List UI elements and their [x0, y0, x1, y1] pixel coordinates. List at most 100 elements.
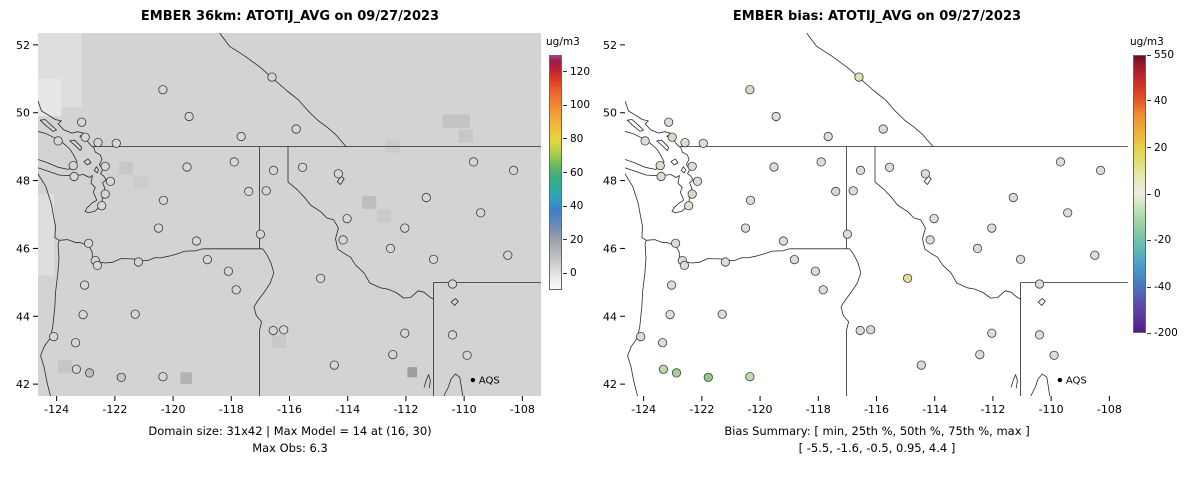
station-marker	[720, 257, 731, 267]
y-tick-label: 44	[16, 310, 30, 323]
station-marker	[920, 169, 931, 179]
station-marker	[297, 162, 308, 172]
station-marker	[1015, 254, 1026, 264]
colorbar-tick: 60	[563, 167, 583, 179]
y-tick-label: 52	[603, 39, 617, 52]
colorbar-tick-mark	[563, 239, 567, 241]
colorbar-tick-label: 550	[1154, 49, 1175, 61]
bias-map-panel: AQS	[625, 33, 1128, 396]
station-marker	[244, 186, 254, 196]
station-marker	[745, 372, 755, 382]
station-marker	[778, 236, 789, 246]
model-colorbar-gradient	[549, 55, 562, 290]
x-tick-label: -120	[161, 403, 186, 416]
station-marker	[636, 331, 646, 342]
station-marker	[698, 138, 708, 148]
x-tick-label: -118	[806, 403, 831, 416]
station-marker	[658, 364, 669, 374]
station-marker	[80, 132, 90, 142]
colorbar-tick-label: 0	[1154, 188, 1161, 200]
station-marker	[342, 214, 352, 224]
colorbar-tick: -20	[1147, 234, 1171, 246]
colorbar-tick-mark	[563, 205, 567, 207]
aqs-legend-label: AQS	[1066, 376, 1087, 387]
station-marker	[740, 223, 751, 233]
model-field-cell	[442, 114, 470, 128]
station-marker	[854, 72, 864, 82]
colorbar-tick-label: 100	[570, 99, 591, 112]
station-marker	[400, 328, 410, 338]
station-marker	[71, 338, 81, 348]
x-tick-label: -110	[452, 403, 477, 416]
colorbar-tick-mark	[1147, 193, 1151, 195]
station-marker	[268, 165, 279, 175]
station-marker	[80, 280, 90, 290]
aqs-legend: AQS	[1057, 376, 1087, 387]
station-marker	[684, 201, 694, 211]
x-tick-label: -112	[393, 403, 418, 416]
colorbar-tick: 550	[1147, 49, 1174, 61]
station-marker	[385, 243, 396, 253]
bias-colorbar-gradient	[1133, 55, 1146, 333]
y-tick-label: 46	[603, 242, 617, 255]
station-marker	[855, 325, 865, 336]
colorbar-tick-mark	[1147, 286, 1151, 288]
station-marker	[184, 111, 194, 122]
station-marker	[1008, 192, 1018, 203]
station-marker	[84, 368, 95, 378]
station-marker	[816, 157, 826, 167]
colorbar-tick: -200	[1147, 327, 1178, 339]
station-marker	[656, 171, 666, 182]
y-axis: 42 44 46 48 50 52	[603, 39, 625, 391]
station-marker	[158, 372, 168, 382]
model-field-cell	[376, 209, 391, 223]
station-marker	[503, 250, 513, 260]
model-field-cell	[38, 194, 55, 276]
station-marker	[231, 285, 241, 295]
station-marker	[268, 325, 278, 336]
colorbar-tick: 100	[563, 99, 590, 111]
x-tick-label: -122	[689, 403, 714, 416]
station-marker	[291, 124, 301, 134]
station-marker	[68, 161, 78, 171]
obs-station-markers	[49, 72, 519, 382]
station-marker	[202, 255, 212, 265]
station-marker	[182, 162, 192, 172]
aqs-legend-dot	[1057, 377, 1063, 383]
station-marker	[130, 309, 140, 319]
colorbar-tick-label: 120	[570, 65, 591, 78]
station-marker	[279, 325, 289, 335]
station-marker	[116, 372, 126, 382]
station-marker	[878, 124, 888, 134]
station-marker	[916, 360, 926, 370]
station-marker	[255, 229, 265, 239]
station-marker	[680, 138, 690, 148]
bias-colorbar-units-label: ug/m3	[1130, 36, 1164, 48]
model-caption-domain-size: Domain size: 31x42 | Max Model = 14 at (…	[148, 424, 432, 438]
station-marker	[1034, 279, 1045, 289]
station-marker	[92, 260, 103, 270]
station-marker	[447, 330, 458, 340]
colorbar-tick: 0	[563, 267, 577, 279]
station-marker	[158, 195, 169, 205]
bias-station-markers	[636, 72, 1106, 382]
model-field-cell	[272, 334, 287, 348]
station-marker	[972, 243, 983, 253]
colorbar-tick: 20	[563, 234, 583, 246]
station-marker	[818, 285, 828, 295]
colorbar-tick-label: 40	[570, 200, 584, 213]
station-marker	[679, 260, 690, 270]
model-field-cell	[119, 161, 134, 175]
y-tick-label: 50	[603, 107, 617, 120]
colorbar-tick-label: 20	[1154, 141, 1168, 154]
x-tick-label: -114	[335, 403, 360, 416]
station-marker	[53, 136, 63, 146]
station-marker	[929, 214, 939, 224]
station-marker	[261, 186, 271, 196]
bias-panel-title: EMBER bias: ATOTIJ_AVG on 09/27/2023	[732, 9, 1022, 24]
station-marker	[100, 189, 110, 199]
station-marker	[664, 117, 674, 127]
station-marker	[745, 195, 756, 205]
station-marker	[692, 176, 703, 186]
